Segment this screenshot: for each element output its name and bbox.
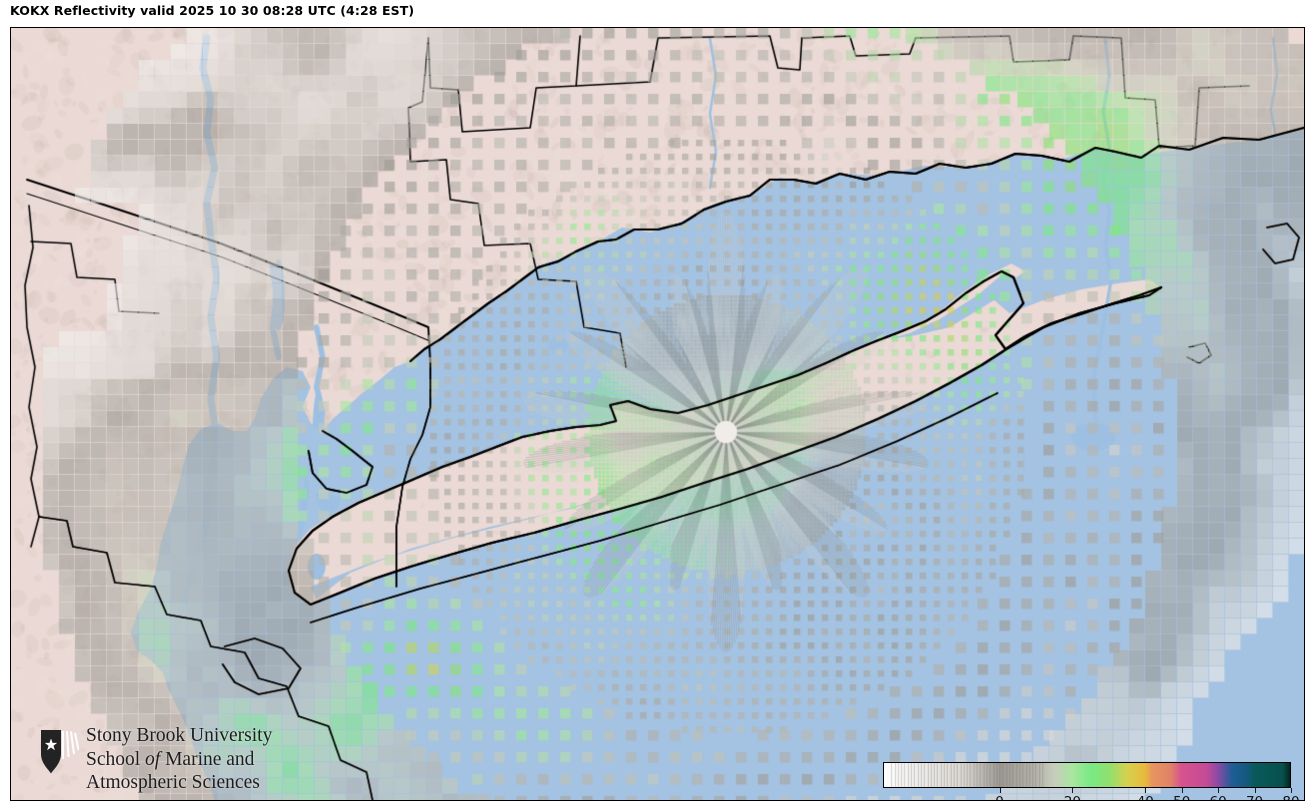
page-title: KOKX Reflectivity valid 2025 10 30 08:28… bbox=[10, 3, 415, 18]
colorbar-tick bbox=[1145, 788, 1147, 793]
colorbar-tick-label: 60 bbox=[1210, 794, 1227, 800]
radar-map[interactable]: Stony Brook University School of Marine … bbox=[10, 27, 1305, 801]
colorbar-tick bbox=[1291, 788, 1292, 793]
colorbar-tick bbox=[1181, 788, 1183, 793]
radar-map-canvas[interactable] bbox=[11, 28, 1304, 800]
colorbar-tick bbox=[1254, 788, 1256, 793]
colorbar-tick bbox=[1218, 788, 1220, 793]
colorbar-tick-labels: 0 20 40 50 60 70 80 bbox=[883, 794, 1299, 800]
colorbar-tick-label: 80 bbox=[1282, 794, 1299, 800]
colorbar-tick-label: 40 bbox=[1137, 794, 1154, 800]
colorbar-tick-label: 20 bbox=[1064, 794, 1081, 800]
reflectivity-colorbar: 0 20 40 50 60 70 80 bbox=[883, 762, 1300, 800]
colorbar-ticks bbox=[883, 788, 1292, 794]
colorbar-tick-label: 50 bbox=[1173, 794, 1190, 800]
colorbar-tick bbox=[999, 788, 1001, 793]
colorbar-canvas bbox=[884, 763, 1290, 787]
colorbar-tick bbox=[1072, 788, 1074, 793]
colorbar-gradient bbox=[883, 762, 1291, 788]
colorbar-tick-label: 0 bbox=[995, 794, 1004, 800]
colorbar-tick-label: 70 bbox=[1246, 794, 1263, 800]
